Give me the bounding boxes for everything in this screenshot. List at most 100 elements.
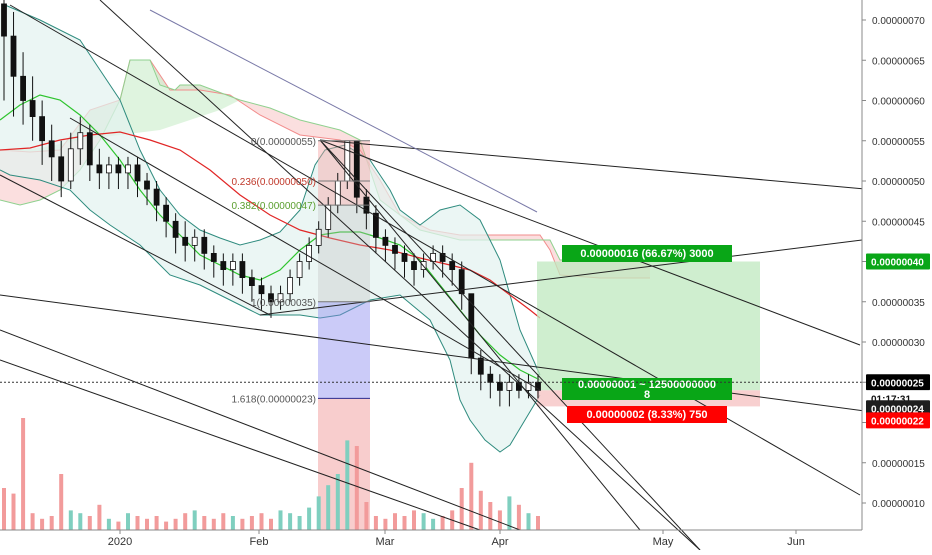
candle-body — [48, 140, 55, 158]
volume-bar — [230, 516, 235, 530]
volume-bar — [154, 516, 159, 530]
candle[interactable] — [1, 0, 7, 101]
candle-body — [411, 261, 417, 271]
last-price-tag-box — [866, 374, 930, 391]
candle[interactable] — [210, 245, 217, 278]
candle[interactable] — [58, 140, 65, 198]
loss-label: 0.00000002 (8.33%) 750 — [586, 409, 707, 421]
candle[interactable] — [96, 148, 103, 190]
candle[interactable] — [67, 132, 74, 190]
candle-body — [39, 116, 45, 142]
candle-body — [382, 236, 389, 246]
candle[interactable] — [201, 229, 208, 270]
candle[interactable] — [392, 237, 398, 270]
candle-body — [306, 244, 313, 262]
trend-line — [319, 139, 932, 196]
candle[interactable] — [268, 285, 274, 318]
volume-bar — [364, 502, 369, 530]
candle[interactable] — [20, 52, 27, 125]
candle[interactable] — [86, 124, 93, 181]
candle[interactable] — [144, 172, 150, 206]
candle[interactable] — [535, 374, 541, 399]
volume-bar — [49, 516, 54, 530]
candle[interactable] — [477, 350, 484, 391]
candle[interactable] — [277, 285, 284, 310]
bollinger-upper — [4, 4, 541, 376]
candle-body — [115, 164, 122, 174]
candle[interactable] — [401, 245, 408, 278]
static-drawings — [0, 4, 760, 530]
candle-body — [506, 381, 513, 391]
trend-line — [319, 139, 701, 551]
volume-bar — [221, 513, 226, 530]
candle[interactable] — [39, 100, 45, 165]
target-price-tag: 0.00000040 — [871, 258, 924, 269]
candle-body — [449, 261, 456, 271]
volume-bar — [459, 488, 464, 530]
candle-body — [229, 261, 236, 271]
price-tick-label: 0.00000030 — [872, 338, 925, 349]
candle[interactable] — [496, 374, 503, 407]
candle-body — [96, 164, 103, 174]
candle[interactable] — [315, 221, 322, 254]
entry-price-tag: 0.00000024 — [871, 404, 924, 415]
ratio-label-box — [562, 378, 732, 400]
candle[interactable] — [248, 269, 255, 302]
candle[interactable] — [115, 156, 122, 190]
candle[interactable] — [239, 253, 246, 294]
candle[interactable] — [487, 366, 494, 399]
candle[interactable] — [449, 253, 456, 286]
candle[interactable] — [411, 253, 417, 286]
price-axis[interactable]: 0.00000070 0.00000065 0.00000060 0.00000055… — [861, 0, 932, 550]
candle[interactable] — [125, 156, 131, 190]
price-tick-label: 0.00000015 — [872, 459, 925, 470]
candle-body — [1, 3, 7, 37]
candle[interactable] — [172, 213, 179, 254]
last-price-tag: 0.00000025 — [871, 378, 924, 389]
candle[interactable] — [220, 253, 227, 286]
volume-bar — [40, 518, 45, 530]
time-axis[interactable]: 2020 Feb Mar Apr May Jun — [0, 529, 862, 548]
candle[interactable] — [382, 229, 389, 262]
candle[interactable] — [229, 253, 236, 286]
volume-bar — [412, 510, 416, 530]
candle[interactable] — [163, 197, 170, 238]
candle[interactable] — [182, 221, 189, 262]
candle-body — [248, 277, 255, 287]
candle-body — [20, 75, 27, 101]
candle-body — [191, 236, 198, 246]
volume-bar — [68, 510, 73, 530]
candle-body — [58, 156, 65, 182]
candle-body — [125, 164, 131, 174]
candle[interactable] — [458, 261, 465, 310]
trend-line — [0, 294, 932, 421]
candle[interactable] — [77, 116, 84, 165]
candle[interactable] — [287, 269, 294, 302]
time-tick-label: 2020 — [108, 536, 132, 548]
trend-line — [259, 239, 863, 316]
candle[interactable] — [306, 237, 313, 270]
candle[interactable] — [106, 156, 112, 190]
volume-bar — [335, 474, 340, 530]
candle[interactable] — [10, 11, 17, 117]
candle-body — [477, 357, 484, 375]
candle[interactable] — [258, 277, 265, 310]
candle[interactable] — [153, 181, 160, 222]
candle[interactable] — [134, 156, 141, 198]
volume-bar — [269, 518, 273, 530]
candle[interactable] — [296, 253, 303, 286]
candle-body — [210, 252, 217, 262]
volume-bar — [106, 518, 111, 530]
volume-bar — [126, 513, 130, 530]
price-tick-label: 0.00000010 — [872, 499, 925, 510]
candle[interactable] — [48, 124, 55, 181]
candle[interactable] — [191, 229, 198, 262]
time-tick-label: Apr — [491, 536, 508, 548]
volume-bar — [345, 440, 350, 530]
price-tick-label: 0.00000060 — [872, 97, 925, 108]
candle[interactable] — [29, 76, 36, 141]
candle[interactable] — [372, 205, 379, 254]
candle-body — [372, 212, 379, 238]
